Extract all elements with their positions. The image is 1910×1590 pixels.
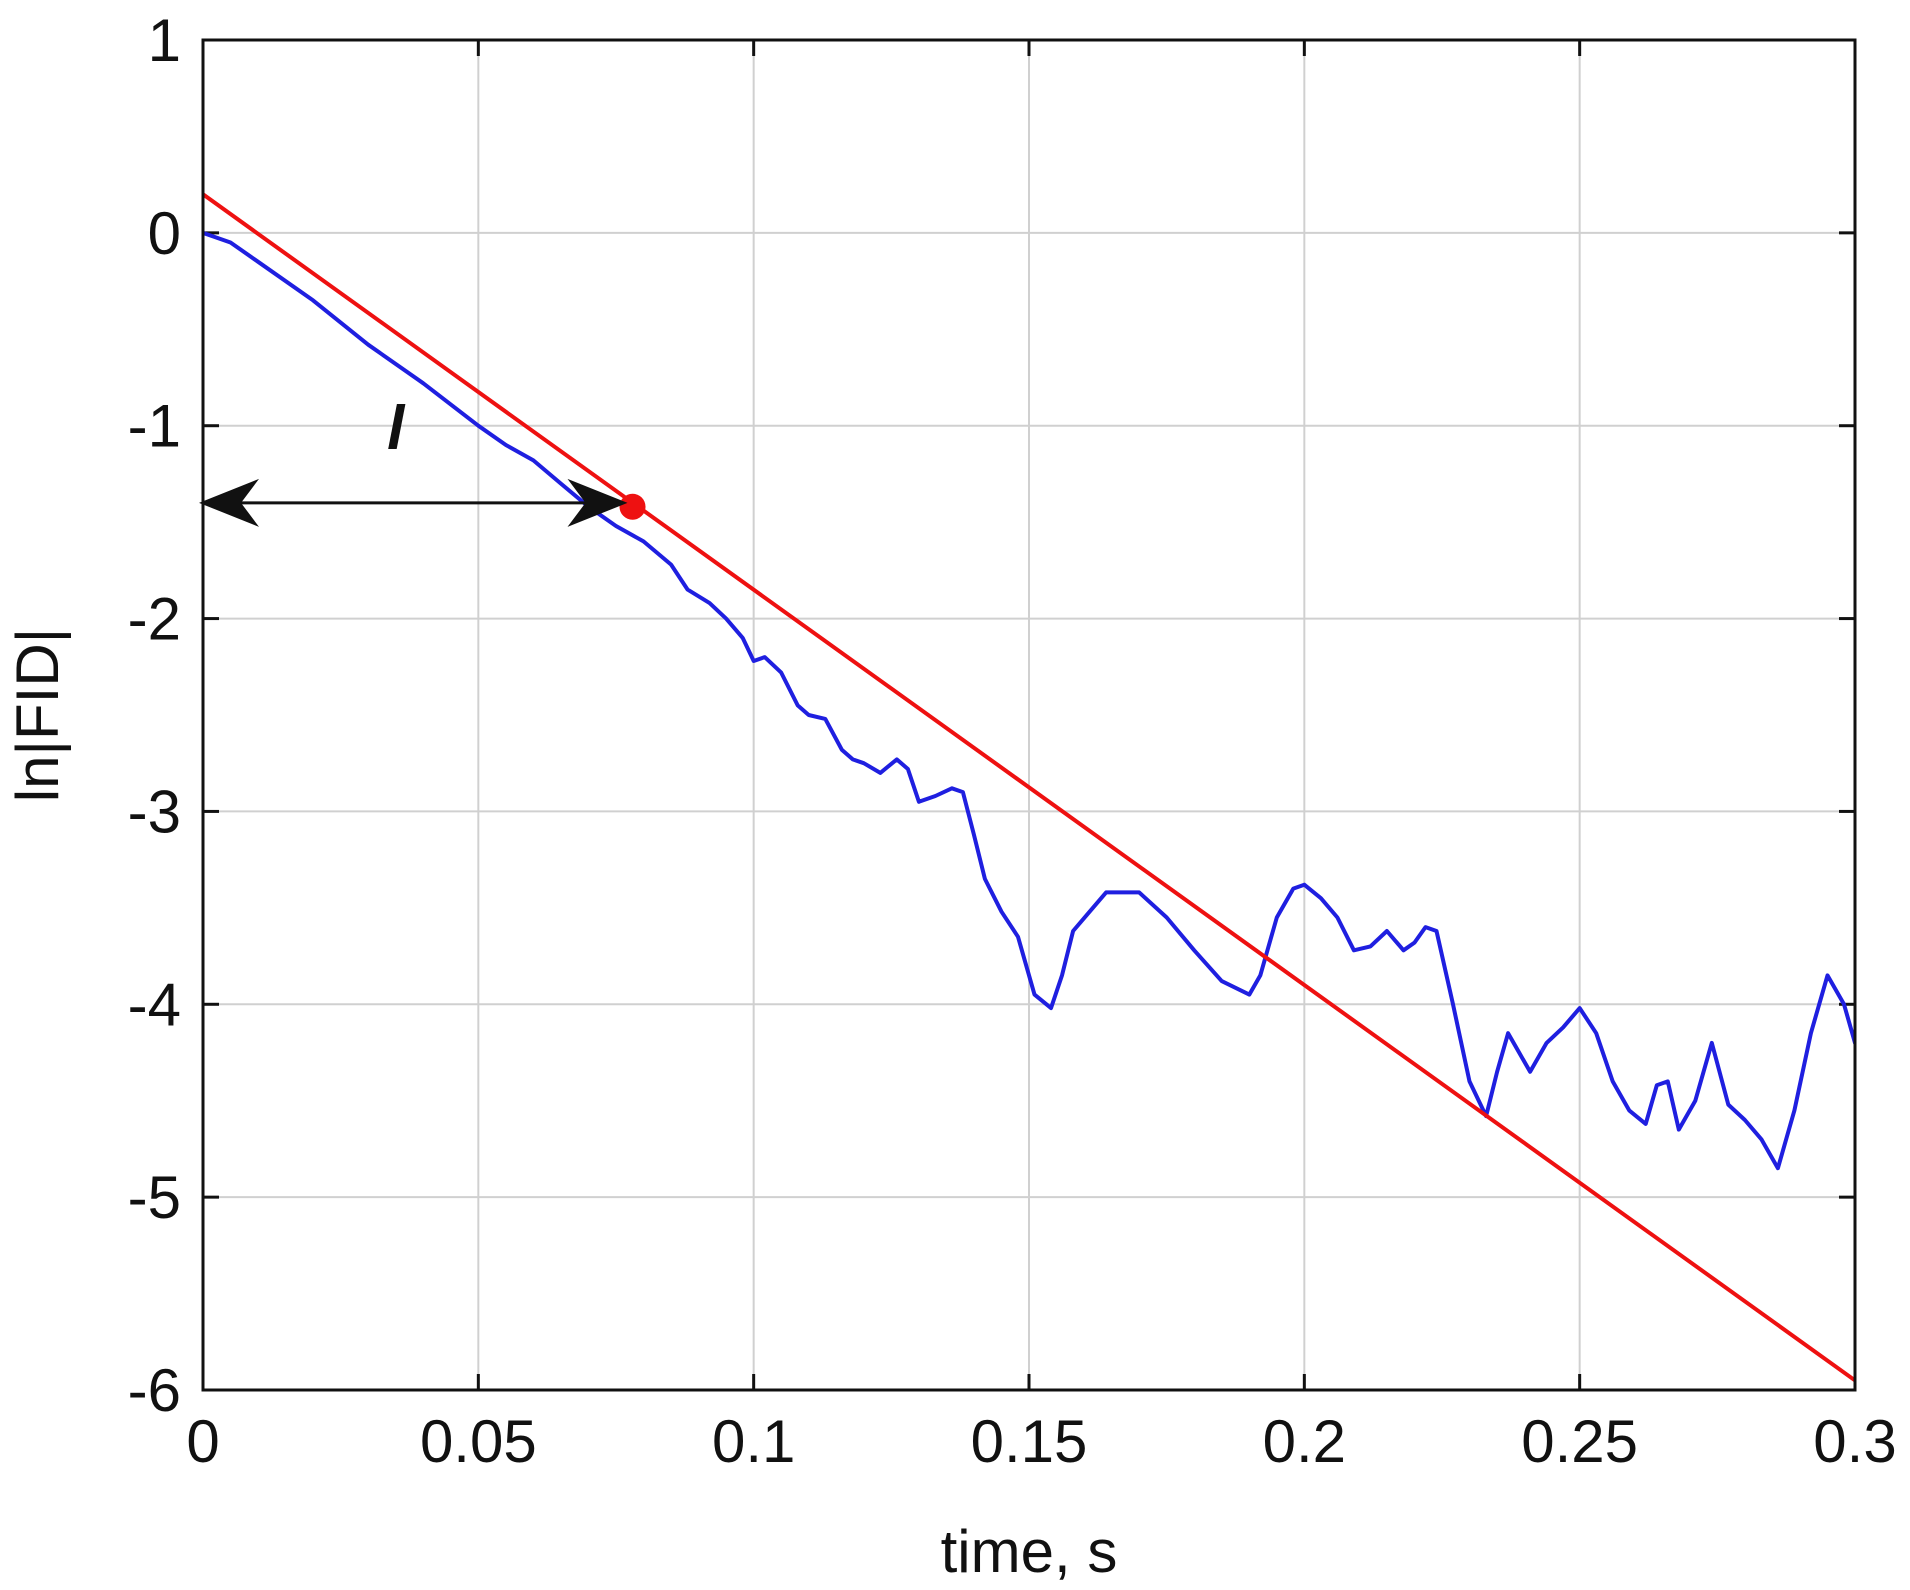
annotations: l	[199, 394, 646, 527]
x-tick-label: 0.25	[1521, 1408, 1638, 1475]
data-series	[203, 192, 1855, 1383]
linear-fit-line	[203, 192, 1855, 1383]
y-tick-label: -6	[128, 1357, 181, 1424]
x-tick-label: 0.05	[420, 1408, 537, 1475]
y-axis-label: ln|FID|	[4, 628, 71, 803]
y-tick-label: -5	[128, 1164, 181, 1231]
x-tick-label: 0	[186, 1408, 219, 1475]
arrow-length-label: l	[387, 394, 406, 463]
y-tick-label: -2	[128, 586, 181, 653]
fid-data-line	[203, 230, 1855, 1171]
tick-labels: 0 0.05 0.1 0.15 0.2 0.25 0.3 1 0 -1 -2 -3 -4 -5 -6	[128, 7, 1897, 1475]
plot-frame	[201, 38, 1857, 1392]
x-tick-label: 0.2	[1263, 1408, 1346, 1475]
y-tick-label: -3	[128, 778, 181, 845]
x-tick-label: 0.1	[712, 1408, 795, 1475]
x-tick-label: 0.3	[1813, 1408, 1896, 1475]
y-tick-label: 0	[148, 200, 181, 267]
intersection-point	[619, 493, 646, 520]
y-tick-label: 1	[148, 7, 181, 74]
x-tick-label: 0.15	[971, 1408, 1088, 1475]
y-tick-label: -1	[128, 393, 181, 460]
grid-lines	[202, 39, 1856, 1391]
x-axis-label: time, s	[941, 1518, 1118, 1585]
y-tick-label: -4	[128, 971, 181, 1038]
